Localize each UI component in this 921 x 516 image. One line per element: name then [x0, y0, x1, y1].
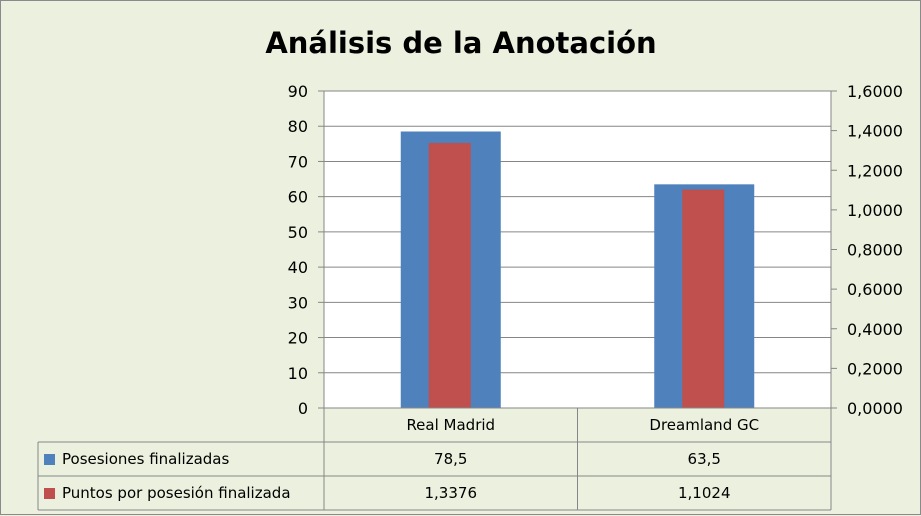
right-axis-tick-label: 0,6000 [847, 280, 903, 299]
data-value-label: 63,5 [688, 450, 721, 468]
left-axis-tick-label: 20 [288, 329, 308, 348]
data-value-label: 1,3376 [425, 484, 478, 502]
bar-puntos-por-posesion [682, 189, 725, 408]
plot-area [324, 91, 831, 408]
left-axis-tick-label: 60 [288, 188, 308, 207]
left-axis-tick-label: 30 [288, 293, 308, 312]
right-axis-tick-label: 1,2000 [847, 161, 903, 180]
left-axis-tick-label: 10 [288, 364, 308, 383]
left-axis-tick-label: 0 [298, 399, 308, 418]
data-table: Real Madrid Dreamland GC Posesiones finali… [37, 407, 832, 511]
legend-key [44, 454, 55, 465]
right-axis-tick-label: 0,2000 [847, 359, 903, 378]
legend-series-name: Puntos por posesión finalizada [62, 484, 291, 502]
right-axis: 0,0000 0,2000 0,4000 0,6000 0,8000 1,0000 1,20… [830, 82, 903, 418]
left-axis-tick-label: 70 [288, 152, 308, 171]
left-axis-tick-label: 90 [288, 82, 308, 101]
legend-key [44, 488, 55, 499]
right-axis-tick-label: 1,4000 [847, 122, 903, 141]
chart-title: Análisis de la Anotación [265, 26, 656, 60]
right-axis-tick-label: 0,4000 [847, 320, 903, 339]
right-axis-tick-label: 1,0000 [847, 201, 903, 220]
left-axis-tick-label: 50 [288, 223, 308, 242]
right-axis-tick-label: 0,0000 [847, 399, 903, 418]
left-axis-tick-label: 80 [288, 117, 308, 136]
bar-puntos-por-posesion [428, 142, 471, 408]
data-value-label: 1,1024 [678, 484, 731, 502]
left-axis-tick-label: 40 [288, 258, 308, 277]
left-axis: 0 10 20 30 40 50 60 70 80 90 [288, 82, 325, 418]
right-axis-tick-label: 0,8000 [847, 241, 903, 260]
legend-series-name: Posesiones finalizadas [62, 450, 229, 468]
right-axis-tick-label: 1,6000 [847, 82, 903, 101]
category-label: Dreamland GC [649, 416, 759, 434]
bars [400, 131, 755, 408]
data-value-label: 78,5 [434, 450, 467, 468]
category-label: Real Madrid [406, 416, 495, 434]
